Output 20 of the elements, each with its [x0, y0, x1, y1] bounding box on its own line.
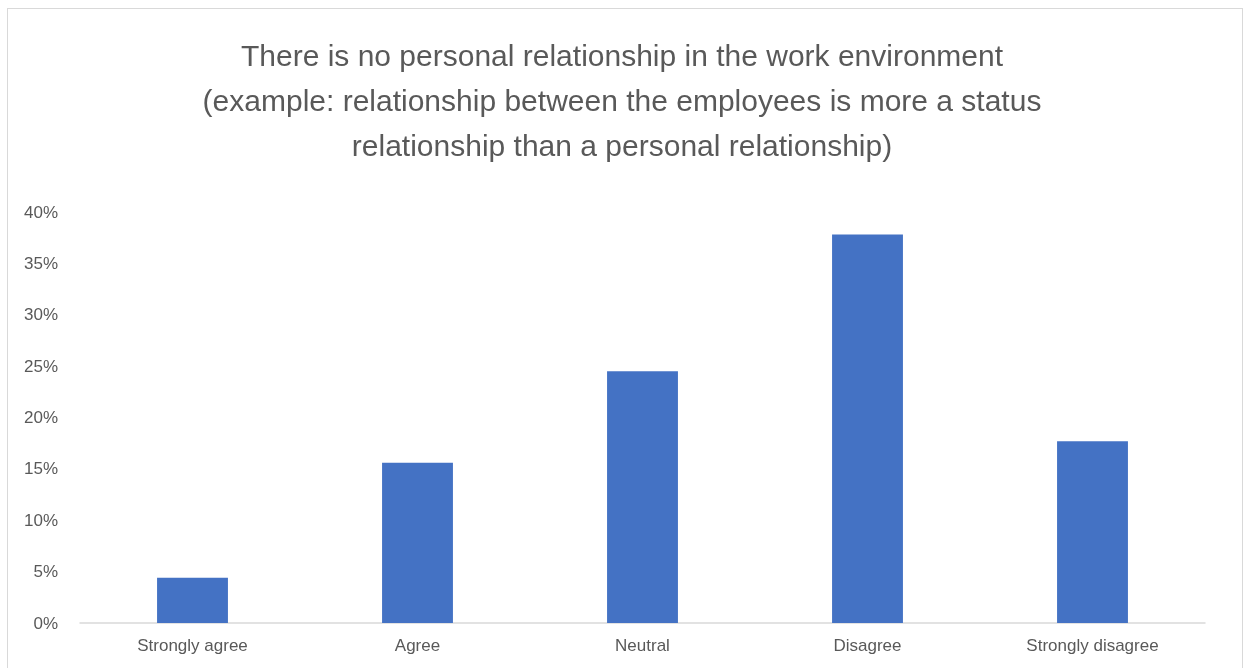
- y-tick-label: 25%: [23, 356, 58, 376]
- bar: [607, 371, 678, 623]
- y-tick-label: 5%: [33, 562, 58, 582]
- y-tick-label: 30%: [23, 305, 58, 325]
- bar: [1057, 441, 1128, 623]
- y-tick-label: 15%: [23, 459, 58, 479]
- y-tick-label: 35%: [23, 253, 58, 273]
- bar: [382, 462, 453, 623]
- chart-title: There is no personal relationship in the work environment (example: relationship between the employees is more a status relationship than a personal relationship): [201, 38, 1043, 164]
- x-tick-label: Strongly disagree: [1026, 636, 1159, 655]
- x-tick-label: Disagree: [833, 636, 902, 655]
- x-tick-label: Strongly agree: [137, 636, 248, 655]
- x-tick-label: Agree: [394, 636, 441, 655]
- y-tick-label: 20%: [23, 408, 58, 427]
- y-tick-label: 40%: [23, 202, 58, 222]
- bar: [832, 234, 903, 623]
- bar: [157, 577, 228, 623]
- y-tick-label: 10%: [23, 510, 58, 530]
- x-tick-label: Neutral: [615, 636, 670, 655]
- y-tick-label: 0%: [33, 613, 58, 633]
